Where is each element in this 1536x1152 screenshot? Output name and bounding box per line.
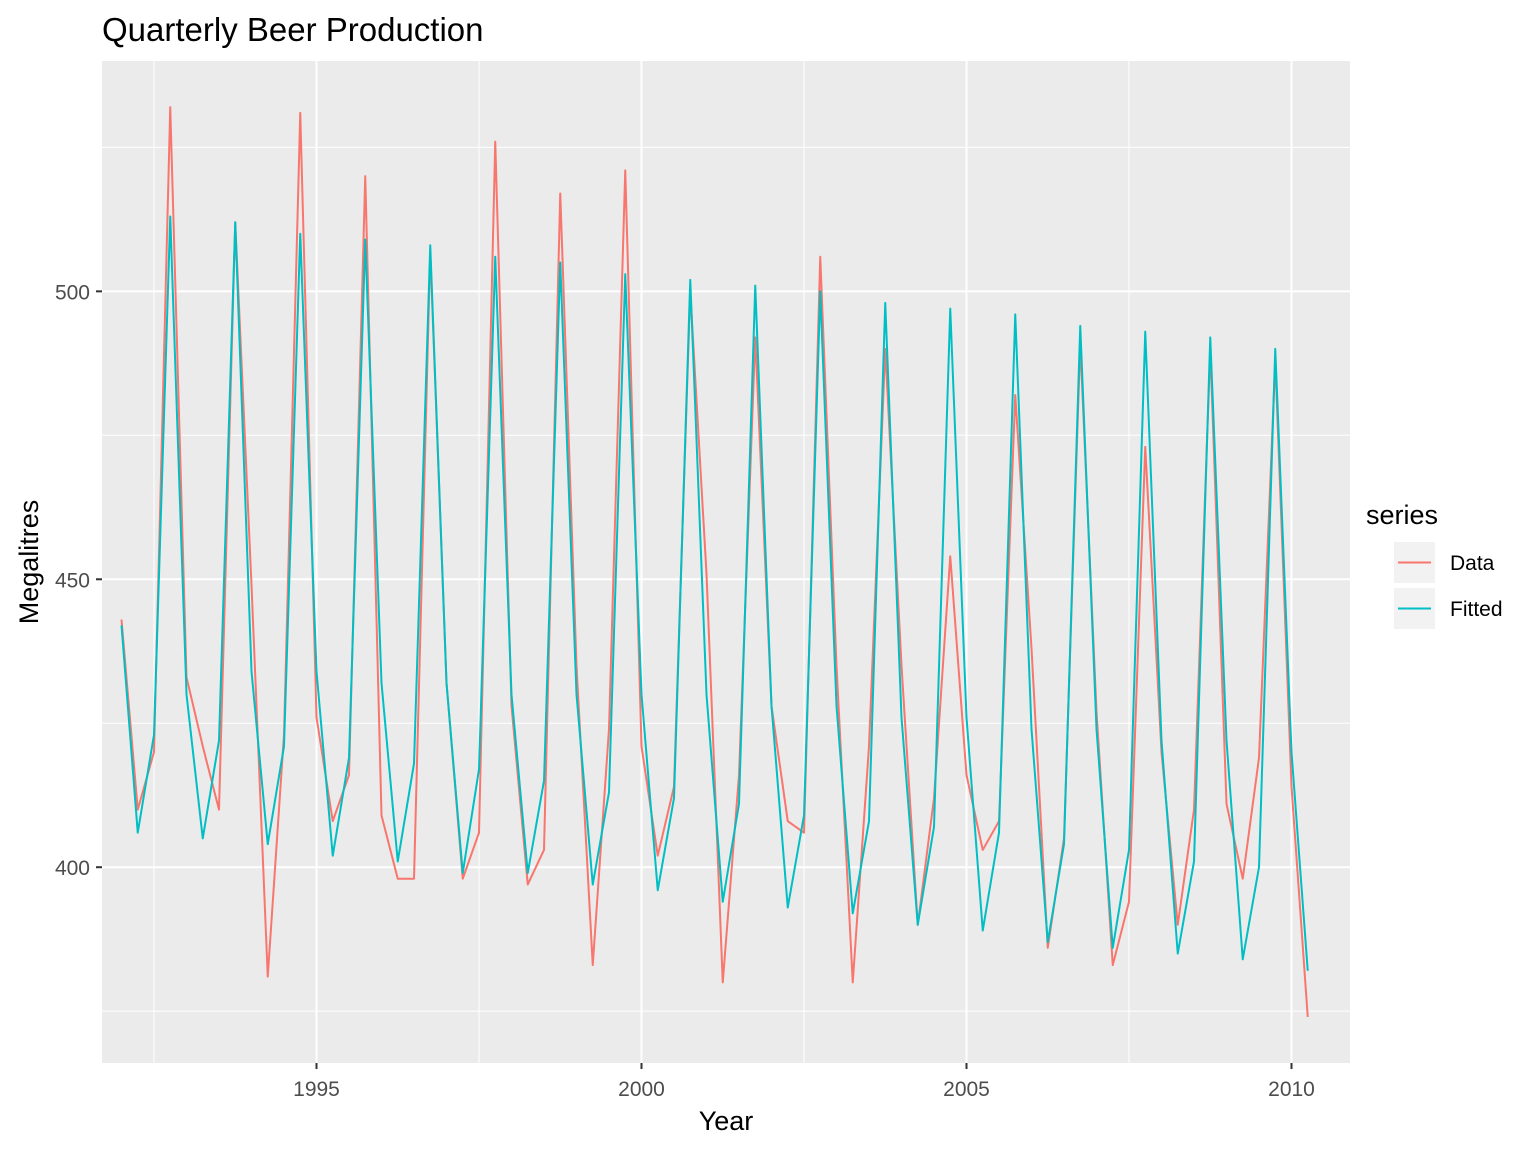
chart-title: Quarterly Beer Production	[102, 11, 484, 48]
series-lines	[120, 106, 1309, 1018]
x-tick-label: 2010	[1268, 1078, 1315, 1101]
x-tick-label: 2000	[618, 1078, 665, 1101]
legend-label: Fitted	[1450, 598, 1503, 621]
y-axis-title: Megalitres	[14, 500, 44, 625]
x-tick-label: 1995	[293, 1078, 340, 1101]
legend-item-fitted: Fitted	[1394, 588, 1503, 629]
legend-item-data: Data	[1394, 542, 1495, 583]
major-gridlines	[102, 61, 1350, 1063]
legend: series Data Fitted	[1366, 500, 1503, 629]
x-axis: 1995 2000 2005 2010	[293, 1063, 1315, 1101]
legend-label: Data	[1450, 552, 1495, 575]
series-line-fitted	[120, 215, 1309, 971]
legend-title: series	[1366, 500, 1438, 530]
x-axis-title: Year	[699, 1106, 754, 1136]
y-tick-label: 400	[55, 857, 90, 880]
y-tick-label: 500	[55, 281, 90, 304]
y-axis: 400 450 500	[55, 281, 102, 880]
y-tick-label: 450	[55, 569, 90, 592]
x-tick-label: 2005	[943, 1078, 990, 1101]
